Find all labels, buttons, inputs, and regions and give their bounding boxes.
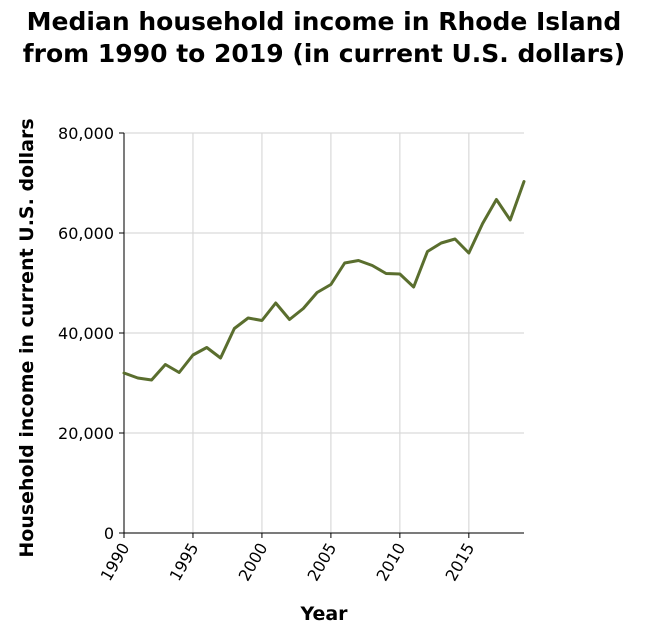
income-series-line bbox=[122, 180, 526, 382]
x-tick-label: 2015 bbox=[441, 540, 478, 585]
y-tick-label: 60,000 bbox=[58, 224, 114, 243]
y-tick-label: 20,000 bbox=[58, 424, 114, 443]
y-tick-label: 0 bbox=[104, 524, 114, 543]
y-tick-label: 80,000 bbox=[58, 124, 114, 143]
tick-labels: 0 20,000 40,000 60,000 80,000 1990 1995 2000 200… bbox=[58, 124, 478, 584]
chart-title-line-2: from 1990 to 2019 (in current U.S. dolla… bbox=[23, 39, 625, 68]
x-tick-label: 2000 bbox=[235, 540, 272, 585]
x-tick-label: 2010 bbox=[373, 540, 410, 585]
y-axis-label: Household income in current U.S. dollars bbox=[16, 118, 38, 557]
x-tick-label: 1990 bbox=[97, 540, 134, 585]
x-axis-label: Year bbox=[299, 603, 348, 625]
chart-title-line-1: Median household income in Rhode Island bbox=[27, 7, 622, 36]
y-tick-label: 40,000 bbox=[58, 324, 114, 343]
axes bbox=[119, 132, 524, 538]
grid-lines bbox=[123, 132, 524, 534]
x-tick-label: 1995 bbox=[166, 540, 203, 585]
x-tick-label: 2005 bbox=[304, 540, 341, 585]
series-layer bbox=[122, 180, 526, 382]
